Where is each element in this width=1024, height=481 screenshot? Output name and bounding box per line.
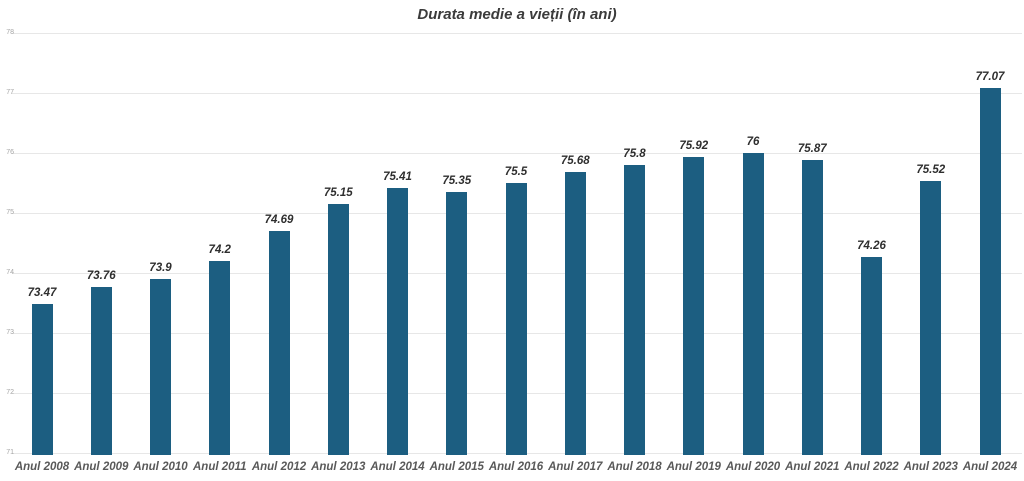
bar-value-label: 75.68 (560, 154, 590, 167)
x-axis-category-label: Anul 2023 (903, 461, 958, 473)
bar-value-label: 75.87 (797, 143, 827, 156)
bar (505, 182, 527, 455)
chart-title: Durata medie a vieții (în ani) (417, 6, 617, 23)
x-axis-category-label: Anul 2018 (607, 461, 662, 473)
x-axis-category-label: Anul 2008 (14, 461, 70, 473)
bar (209, 260, 231, 455)
y-axis-tick-label: 78 (6, 28, 14, 36)
bar (979, 88, 1001, 455)
bar-value-label: 74.26 (857, 239, 886, 252)
x-axis-category-label: Anul 2012 (251, 461, 307, 473)
bar (861, 256, 882, 455)
bar-value-label: 75.35 (442, 174, 472, 187)
x-axis-category-label: Anul 2014 (370, 461, 425, 473)
bar-value-label: 77.07 (975, 71, 1005, 84)
x-axis-category-label: Anul 2009 (74, 461, 129, 473)
x-axis-category-label: Anul 2019 (666, 461, 721, 473)
bar (801, 160, 823, 455)
x-axis-category-label: Anul 2013 (311, 461, 366, 473)
bar-value-label: 75.5 (504, 165, 528, 178)
y-axis-tick-label: 76 (6, 148, 14, 156)
y-axis-tick-label: 77 (6, 88, 14, 96)
y-axis-tick-label: 71 (6, 448, 14, 456)
gridline (12, 152, 1022, 154)
x-axis-category-label: Anul 2021 (785, 461, 840, 473)
bar-value-label: 75.92 (679, 140, 709, 153)
x-axis-category-label: Anul 2016 (488, 461, 544, 473)
bar (150, 278, 171, 455)
bar (742, 152, 764, 455)
bar-value-label: 73.47 (27, 287, 57, 300)
bar (446, 191, 468, 455)
bar (327, 203, 349, 455)
x-axis-category-label: Anul 2020 (725, 461, 781, 473)
bar (683, 157, 705, 455)
y-axis-tick-label: 75 (6, 208, 14, 216)
gridline (12, 92, 1022, 94)
bar-value-label: 75.52 (916, 164, 946, 177)
x-axis-category-label: Anul 2024 (962, 461, 1018, 473)
x-axis-category-label: Anul 2015 (429, 461, 484, 473)
bar (564, 171, 586, 455)
bar (387, 187, 408, 455)
bar-value-label: 75.8 (623, 147, 646, 160)
bar (920, 181, 942, 455)
bar-value-label: 75.41 (383, 170, 412, 183)
bar (90, 286, 112, 455)
bar-value-label: 74.69 (264, 214, 294, 227)
bar-value-label: 73.76 (86, 269, 116, 282)
bar-value-label: 74.2 (208, 243, 231, 256)
bar-value-label: 73.9 (149, 261, 172, 274)
x-axis-category-label: Anul 2010 (133, 461, 188, 473)
x-axis-category-label: Anul 2017 (548, 461, 603, 473)
bar-value-label: 76 (746, 135, 760, 148)
bar (31, 304, 53, 455)
bar-value-label: 75.15 (323, 186, 353, 199)
x-axis-category-label: Anul 2022 (844, 461, 899, 473)
y-axis-tick-label: 73 (6, 328, 14, 336)
x-axis-category-label: Anul 2011 (193, 461, 247, 473)
bar (624, 164, 645, 455)
y-axis-tick-label: 74 (6, 268, 14, 276)
y-axis-tick-label: 72 (6, 388, 14, 396)
bar (268, 231, 290, 455)
gridline (12, 32, 1022, 34)
